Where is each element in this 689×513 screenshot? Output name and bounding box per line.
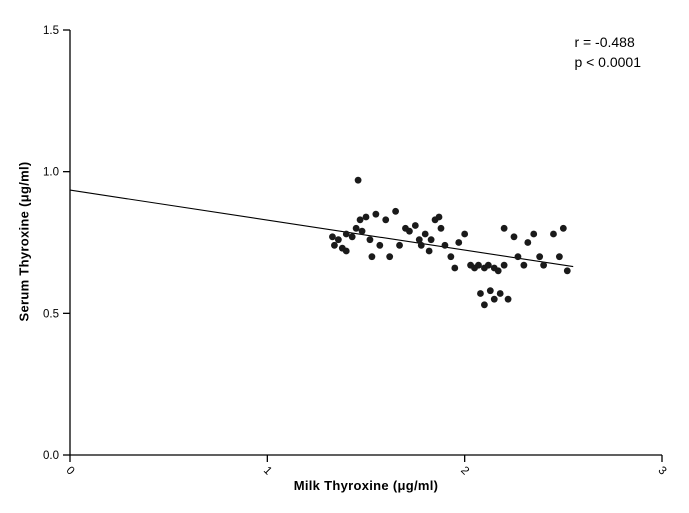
data-point xyxy=(555,253,563,261)
data-point xyxy=(530,230,538,238)
data-point xyxy=(451,264,459,272)
data-point xyxy=(415,236,423,244)
data-point xyxy=(504,295,512,303)
data-point xyxy=(435,213,443,221)
data-point xyxy=(475,261,482,269)
data-point xyxy=(441,241,449,249)
y-tick-label: 1.5 xyxy=(43,25,59,37)
data-point xyxy=(455,239,463,246)
correlation-value: r = -0.488 xyxy=(574,34,635,50)
data-point xyxy=(421,230,429,238)
data-point xyxy=(406,227,413,235)
data-point xyxy=(486,287,494,295)
data-point xyxy=(520,261,528,269)
data-point xyxy=(425,247,433,255)
x-tick-label: 1 xyxy=(261,464,274,477)
data-point xyxy=(331,241,338,249)
data-point xyxy=(447,253,455,261)
data-point xyxy=(461,230,469,238)
data-point xyxy=(348,233,356,241)
data-point xyxy=(559,224,567,232)
stats-annotation: r = -0.488 p < 0.0001 xyxy=(574,32,641,72)
data-point xyxy=(490,295,498,303)
data-point xyxy=(392,207,399,215)
data-point xyxy=(368,253,376,261)
data-point xyxy=(496,290,504,297)
y-tick-label: 0.0 xyxy=(43,450,59,462)
data-point xyxy=(417,241,425,249)
data-point xyxy=(437,224,445,232)
data-point xyxy=(334,236,342,244)
regression-line xyxy=(69,189,574,268)
data-point xyxy=(372,210,380,218)
data-point xyxy=(494,267,502,275)
data-point xyxy=(352,224,360,232)
data-point xyxy=(510,233,518,241)
x-tick-label: 3 xyxy=(655,464,668,477)
y-axis-title: Serum Thyroxine (μg/ml) xyxy=(16,161,32,322)
data-point xyxy=(427,236,435,244)
data-point xyxy=(477,290,484,297)
data-point xyxy=(524,239,532,246)
x-axis-title: Milk Thyroxine (μg/ml) xyxy=(293,478,439,493)
data-point xyxy=(514,253,522,261)
data-point xyxy=(396,241,403,249)
y-tick-label: 0.5 xyxy=(43,308,59,320)
data-point xyxy=(563,267,571,275)
data-point xyxy=(484,261,492,269)
data-point xyxy=(481,301,488,309)
data-point xyxy=(342,230,350,238)
data-point xyxy=(536,253,544,261)
x-tick-label: 0 xyxy=(63,464,76,477)
data-point xyxy=(376,241,384,249)
p-value: p < 0.0001 xyxy=(574,54,641,70)
data-point xyxy=(382,216,390,224)
data-point xyxy=(500,224,508,232)
data-point xyxy=(356,216,364,224)
data-point xyxy=(540,261,547,269)
data-point xyxy=(366,236,374,244)
data-point xyxy=(386,253,394,261)
x-tick-label: 2 xyxy=(458,464,471,477)
data-point xyxy=(500,261,508,269)
y-tick-label: 1.0 xyxy=(43,167,59,179)
data-point xyxy=(411,222,419,229)
data-point xyxy=(362,213,370,221)
data-point xyxy=(358,227,366,235)
data-point xyxy=(550,230,557,238)
data-point xyxy=(342,247,350,255)
data-point xyxy=(329,233,336,241)
data-point xyxy=(354,176,362,184)
